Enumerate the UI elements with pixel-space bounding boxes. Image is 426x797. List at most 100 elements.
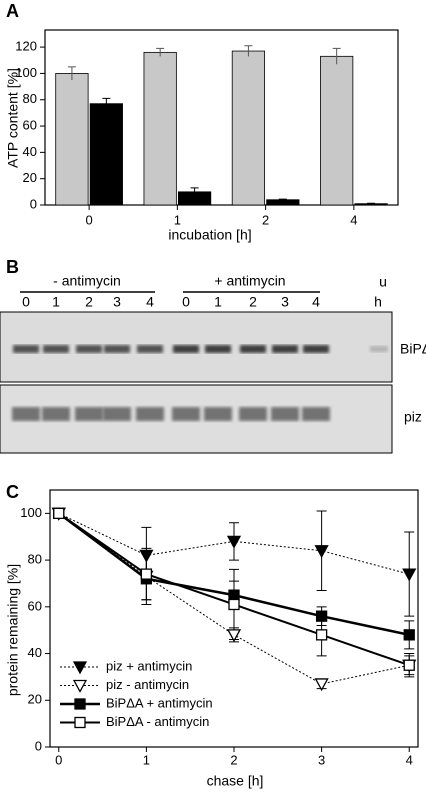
x-axis-label: incubation [h] [168,227,251,243]
lane-label: 1 [52,294,60,310]
band [13,345,39,353]
band [136,407,164,421]
error-bar [190,187,199,196]
legend-marker [74,716,86,729]
band [43,345,69,353]
band-label: piz [404,409,422,425]
x-tick-label: 4 [350,212,357,227]
lane-label: 0 [22,294,30,310]
bar [320,55,354,206]
band [12,407,40,421]
error-bar [102,97,111,109]
band [104,345,130,353]
band [204,407,232,421]
lane-label: 3 [281,294,289,310]
error-bar [244,45,253,57]
band [303,345,329,353]
bar [231,50,266,206]
band [272,345,298,353]
error-bar [278,198,287,201]
marker [402,568,417,582]
y-tick-label: 80 [28,552,42,567]
legend-marker [74,698,86,710]
legend-label: piz - antimycin [106,677,189,692]
marker [314,678,329,692]
lane-label: 4 [312,294,320,310]
bar [266,199,300,206]
band [103,407,131,421]
x-tick-label: 3 [318,752,325,767]
marker [314,545,329,559]
marker [315,629,328,641]
y-tick-label: 20 [28,692,42,707]
y-tick-label: 100 [15,65,37,80]
plot-frame [44,29,399,206]
legend-label: BiPΔA + antimycin [106,695,213,710]
band [137,345,163,353]
error-bar [332,47,341,65]
band [240,345,266,353]
marker [403,629,415,641]
error-bar [156,47,165,57]
marker [139,549,154,563]
x-axis-label: chase [h] [207,773,264,789]
marker [53,507,65,520]
panel-label: B [6,257,19,277]
marker [226,629,242,643]
y-tick-label: 120 [15,39,37,54]
band [370,346,388,352]
condition-label: - antimycin [53,273,121,289]
band [302,407,330,421]
y-axis-label: ATP content [%] [5,68,21,168]
band [75,407,103,421]
y-tick-label: 0 [35,738,42,753]
band [76,345,102,353]
legend-marker [72,661,88,675]
marker [228,598,240,611]
lane-label: 2 [85,294,93,310]
marker [228,589,240,601]
y-tick-label: 40 [28,645,42,660]
lane-label: 1 [214,294,222,310]
y-tick-label: 100 [20,505,42,520]
band [239,407,267,421]
condition-label: + antimycin [214,273,285,289]
panel-label: C [6,482,19,502]
band [42,407,70,421]
marker [315,610,328,622]
y-axis-label: protein remaining [%] [5,564,21,696]
legend-marker [72,679,88,693]
band-label: BiPΔA [400,341,426,357]
band [205,345,231,353]
lane-label: 2 [249,294,257,310]
y-tick-label: 20 [23,170,37,185]
error-bar [367,202,376,205]
bar [143,51,177,206]
y-tick-label: 60 [28,598,42,613]
legend-label: piz + antimycin [106,658,192,673]
bar [89,103,123,206]
x-tick-label: 2 [262,212,269,227]
marker [403,659,415,671]
lane-label: u [379,274,387,290]
lane-label: 3 [113,294,121,310]
lane-label: 4 [146,294,154,310]
y-tick-label: 40 [23,144,37,159]
error-bar [67,66,76,80]
unit-label: h [374,294,382,310]
x-tick-label: 0 [86,212,93,227]
bar [55,73,89,206]
lane-label: 0 [182,294,190,310]
panel-label: A [6,1,19,21]
marker [226,535,242,549]
band [173,345,199,353]
x-tick-label: 1 [174,212,181,227]
marker [140,568,153,580]
band [271,407,299,421]
y-tick-label: 60 [23,117,37,132]
band [172,407,200,421]
y-tick-label: 80 [23,91,37,106]
x-tick-label: 1 [143,752,150,767]
x-tick-label: 2 [230,752,237,767]
